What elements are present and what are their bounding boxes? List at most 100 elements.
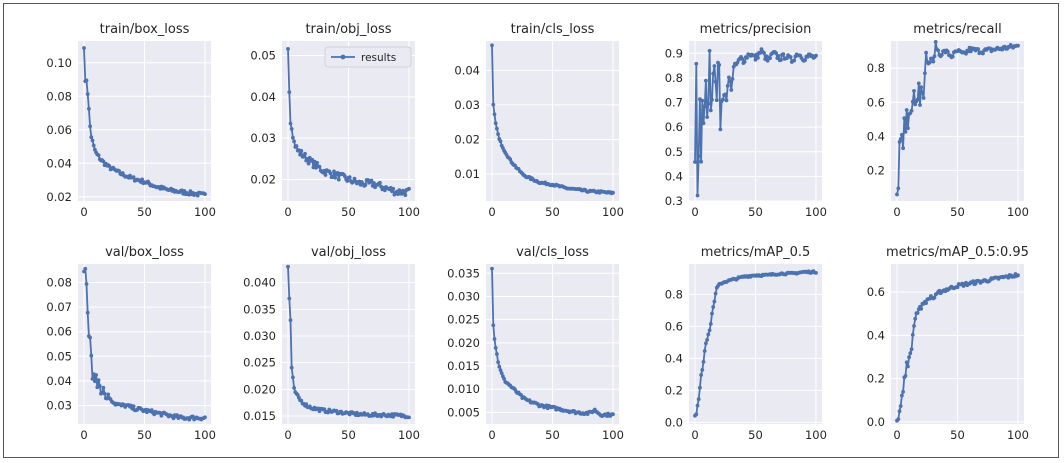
- data-point: [698, 385, 702, 390]
- data-point: [85, 92, 90, 96]
- data-point: [933, 40, 938, 44]
- subplot-title: train/cls_loss: [511, 22, 595, 37]
- data-point: [950, 54, 955, 59]
- data-point: [508, 157, 513, 162]
- data-point: [903, 374, 908, 378]
- data-point: [694, 61, 699, 66]
- data-point: [88, 124, 92, 129]
- x-tick-label: 50: [950, 205, 965, 219]
- data-point: [288, 318, 293, 323]
- data-point: [493, 346, 498, 350]
- data-point: [718, 127, 723, 132]
- x-tick-label: 100: [805, 428, 827, 442]
- data-point: [695, 403, 700, 408]
- data-point: [106, 392, 111, 397]
- y-tick-label: 0.005: [447, 405, 480, 419]
- data-point: [730, 77, 735, 81]
- data-point: [292, 139, 296, 144]
- data-point: [713, 79, 718, 84]
- data-point: [924, 301, 928, 305]
- data-point: [971, 279, 976, 284]
- data-point: [923, 71, 927, 76]
- data-point: [724, 98, 729, 103]
- y-tick-label: 0.035: [447, 266, 480, 280]
- data-point: [85, 310, 90, 315]
- y-tick-label: 0.9: [665, 46, 683, 60]
- data-point: [906, 126, 910, 131]
- data-point: [706, 101, 711, 106]
- y-tick-label: 0.025: [243, 356, 276, 370]
- data-point: [493, 121, 498, 126]
- data-point: [788, 55, 793, 59]
- data-point: [96, 153, 101, 158]
- data-point: [82, 46, 86, 50]
- data-point: [725, 84, 730, 88]
- data-point: [898, 137, 903, 142]
- data-point: [498, 139, 503, 144]
- data-point: [336, 177, 341, 182]
- data-point: [901, 390, 905, 394]
- legend-box: [324, 46, 412, 68]
- y-tick-label: 0.0: [665, 415, 683, 429]
- data-point: [107, 164, 112, 169]
- data-point: [84, 78, 89, 83]
- data-point: [303, 151, 307, 156]
- x-tick-label: 50: [341, 428, 356, 442]
- data-point: [903, 129, 908, 134]
- y-tick-label: 0.025: [447, 313, 480, 327]
- data-point: [345, 179, 350, 183]
- subplot-title: metrics/recall: [913, 22, 1001, 37]
- y-tick-label: 0.2: [867, 372, 885, 386]
- data-point: [704, 341, 708, 346]
- data-point: [916, 81, 921, 86]
- subplot-metrics-map-0-5: 0.0 0.2 0.4 0.6 0.8 0 50 100 metrics/mAP_0.5: [665, 245, 827, 442]
- x-tick-label: 100: [602, 205, 624, 219]
- data-point: [701, 121, 706, 126]
- data-point: [706, 332, 711, 337]
- data-point: [918, 103, 922, 107]
- y-tick-label: 0.0: [867, 415, 885, 429]
- data-point: [945, 49, 950, 54]
- data-point: [714, 98, 719, 103]
- data-point: [976, 47, 980, 51]
- data-point: [909, 347, 914, 352]
- data-point: [289, 365, 294, 370]
- training-results-figure: 0.02 0.04 0.06 0.08 0.10 0 50 100 train/box_loss…: [46, 22, 1029, 442]
- data-point: [707, 48, 712, 53]
- data-point: [713, 291, 718, 296]
- data-point: [131, 404, 136, 409]
- subplot-val-obj-loss: 0.015 0.020 0.025 0.030 0.035 0.040 0 50 100 val/…: [243, 245, 420, 442]
- y-tick-label: 0.020: [243, 382, 276, 396]
- data-point: [117, 169, 121, 173]
- data-point: [695, 193, 700, 198]
- y-tick-label: 0.03: [46, 399, 72, 413]
- data-point: [611, 190, 615, 195]
- data-point: [792, 58, 797, 63]
- data-point: [496, 360, 500, 364]
- data-point: [332, 169, 336, 174]
- y-tick-label: 0.040: [243, 276, 276, 290]
- data-point: [498, 368, 503, 372]
- data-point: [291, 375, 295, 380]
- data-point: [491, 323, 496, 328]
- x-tick-label: 50: [137, 428, 152, 442]
- x-tick-label: 0: [80, 428, 87, 442]
- data-point: [492, 337, 497, 341]
- data-point: [403, 193, 408, 198]
- data-point: [287, 90, 292, 95]
- data-point: [776, 54, 781, 58]
- data-point: [291, 135, 295, 140]
- data-point: [299, 148, 304, 153]
- y-tick-label: 0.05: [46, 349, 72, 363]
- y-tick-label: 0.4: [665, 169, 683, 183]
- data-point: [363, 183, 368, 187]
- data-point: [333, 175, 338, 180]
- data-point: [696, 154, 701, 159]
- data-point: [343, 174, 347, 179]
- data-point: [968, 49, 973, 54]
- y-tick-label: 0.4: [665, 351, 683, 365]
- data-point: [901, 146, 905, 151]
- data-point: [700, 368, 705, 372]
- x-tick-label: 50: [748, 205, 763, 219]
- y-tick-label: 0.01: [454, 167, 480, 181]
